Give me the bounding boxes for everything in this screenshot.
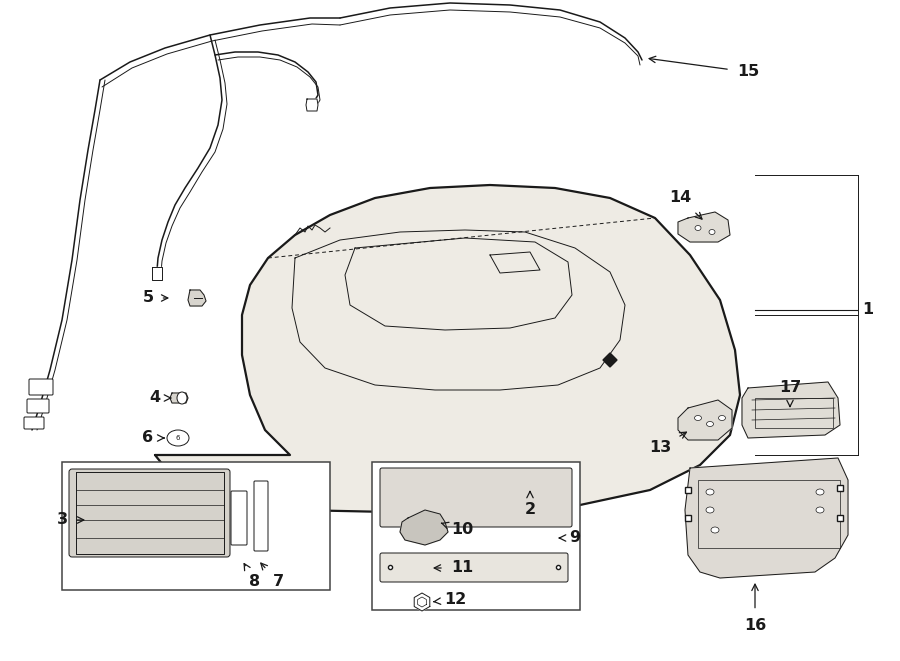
Text: 2: 2 (525, 491, 535, 518)
Ellipse shape (695, 225, 701, 231)
Polygon shape (603, 353, 617, 367)
Polygon shape (685, 458, 848, 578)
FancyBboxPatch shape (231, 491, 247, 545)
Polygon shape (400, 510, 448, 545)
Ellipse shape (718, 416, 725, 420)
Ellipse shape (706, 507, 714, 513)
Ellipse shape (816, 507, 824, 513)
FancyBboxPatch shape (27, 399, 49, 413)
Polygon shape (152, 267, 162, 280)
Polygon shape (155, 185, 740, 512)
Polygon shape (678, 400, 732, 440)
Polygon shape (742, 382, 840, 438)
Bar (62, 462, 330, 590)
FancyBboxPatch shape (254, 481, 268, 551)
Ellipse shape (706, 422, 714, 426)
Text: 6: 6 (176, 435, 180, 441)
Text: 11: 11 (434, 561, 473, 576)
Text: 9: 9 (559, 531, 580, 545)
Text: 6: 6 (142, 430, 164, 446)
Bar (755, 398, 833, 428)
Ellipse shape (816, 489, 824, 495)
Polygon shape (414, 593, 430, 611)
Polygon shape (306, 99, 318, 111)
Text: 5: 5 (142, 290, 167, 305)
FancyBboxPatch shape (69, 469, 230, 557)
Text: 13: 13 (649, 432, 687, 455)
Ellipse shape (709, 229, 715, 235)
Ellipse shape (177, 392, 187, 404)
Polygon shape (170, 393, 188, 403)
Ellipse shape (695, 416, 701, 420)
FancyBboxPatch shape (380, 553, 568, 582)
Ellipse shape (711, 527, 719, 533)
FancyBboxPatch shape (380, 468, 572, 527)
Text: 14: 14 (669, 190, 702, 219)
Text: 12: 12 (434, 592, 466, 607)
Bar (372, 462, 580, 610)
Bar (698, 480, 840, 548)
Text: 7: 7 (261, 563, 284, 590)
Text: 10: 10 (441, 522, 473, 537)
Text: 15: 15 (649, 56, 759, 79)
Text: 17: 17 (778, 381, 801, 407)
Text: 3: 3 (57, 512, 84, 527)
Text: 4: 4 (149, 391, 171, 405)
FancyBboxPatch shape (24, 417, 44, 429)
Polygon shape (678, 212, 730, 242)
Ellipse shape (706, 489, 714, 495)
Text: 8: 8 (244, 564, 261, 590)
Ellipse shape (524, 480, 536, 488)
Polygon shape (188, 290, 206, 306)
Text: 16: 16 (744, 584, 766, 633)
FancyBboxPatch shape (29, 379, 53, 395)
Text: 1: 1 (862, 303, 873, 317)
Ellipse shape (167, 430, 189, 446)
